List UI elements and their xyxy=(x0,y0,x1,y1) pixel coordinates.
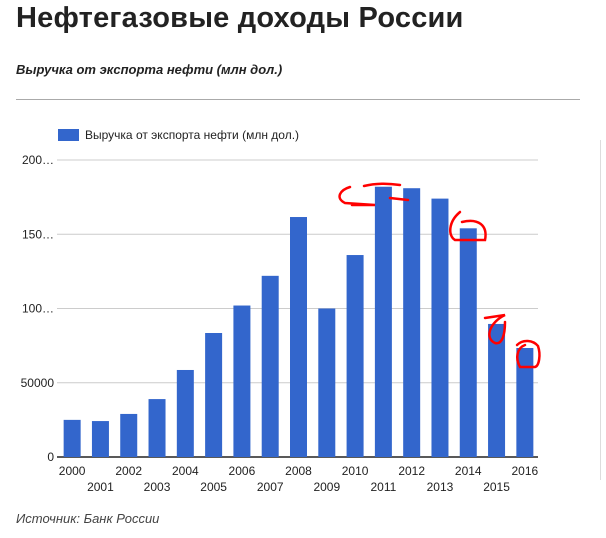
source-note: Источник: Банк России xyxy=(16,511,160,526)
bar-2016 xyxy=(516,348,534,457)
red-annotations xyxy=(338,182,541,369)
x-tick-label: 2015 xyxy=(483,480,510,494)
x-tick-label: 2012 xyxy=(398,464,425,478)
bar-2013 xyxy=(431,198,449,458)
bar-2010 xyxy=(346,255,364,457)
x-tick-label: 2002 xyxy=(115,464,142,478)
legend-swatch xyxy=(58,129,79,141)
x-tick-label: 2013 xyxy=(427,480,454,494)
x-tick-label: 2004 xyxy=(172,464,199,478)
x-tick-label: 2007 xyxy=(257,480,284,494)
bar-2001 xyxy=(91,421,109,457)
bar-2012 xyxy=(403,188,421,457)
bar-2008 xyxy=(290,217,307,457)
x-tick-label: 2011 xyxy=(370,480,396,494)
x-tick-label: 2009 xyxy=(313,480,340,494)
y-tick-label: 100… xyxy=(22,302,54,316)
bar-2007 xyxy=(261,275,279,457)
bar-2000 xyxy=(63,419,81,457)
x-tick-label: 2010 xyxy=(342,464,369,478)
bar-2003 xyxy=(148,399,166,457)
y-tick-label: 50000 xyxy=(21,376,55,390)
x-tick-label: 2006 xyxy=(229,464,256,478)
annotation-2016 xyxy=(515,339,541,369)
bar-2002 xyxy=(120,413,138,457)
bar-2005 xyxy=(205,333,223,457)
page-title: Нефтегазовые доходы России xyxy=(16,2,464,34)
annotation-2011 xyxy=(338,185,376,207)
chart-subtitle: Выручка от экспорта нефти (млн дол.) xyxy=(16,62,283,77)
y-tick-label: 0 xyxy=(47,450,54,464)
x-tick-label: 2003 xyxy=(144,480,171,494)
annotation-2011-top xyxy=(362,182,402,188)
bar-2015 xyxy=(488,323,506,457)
divider xyxy=(16,99,580,100)
y-tick-label: 150… xyxy=(22,227,54,241)
x-tick-label: 2001 xyxy=(87,480,114,494)
annotation-2014 xyxy=(449,210,487,242)
bar-2006 xyxy=(233,305,251,457)
bar-2011 xyxy=(374,186,392,458)
x-tick-label: 2008 xyxy=(285,464,312,478)
y-tick-label: 200… xyxy=(22,153,54,167)
x-tick-label: 2014 xyxy=(455,464,482,478)
annotation-2015 xyxy=(483,313,507,345)
side-panel-edge xyxy=(600,140,606,480)
bar-2004 xyxy=(176,369,194,457)
bar-2014 xyxy=(459,228,477,457)
legend-label: Выручка от экспорта нефти (млн дол.) xyxy=(85,128,299,142)
x-tick-label: 2016 xyxy=(512,464,539,478)
x-tick-label: 2005 xyxy=(200,480,227,494)
x-tick-label: 2000 xyxy=(59,464,86,478)
bar-2009 xyxy=(318,308,336,457)
